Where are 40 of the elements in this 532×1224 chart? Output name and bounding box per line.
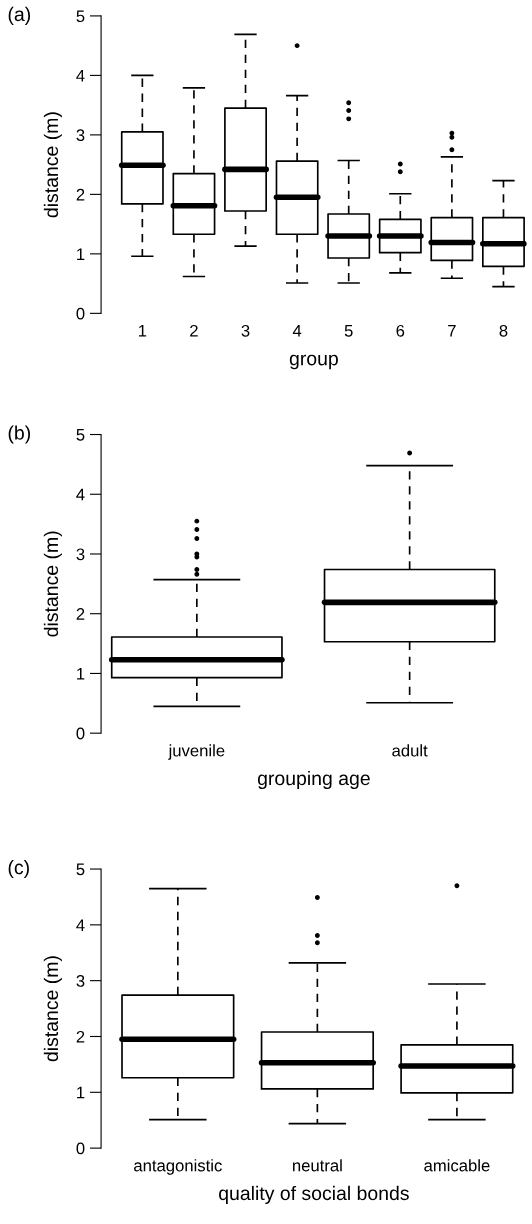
y-tick-label: 5 [76,863,85,876]
x-axis-title: group [289,354,338,370]
y-tick-label: 5 [76,10,85,23]
x-tick-label: 4 [292,325,302,337]
x-tick-label: 3 [241,324,250,337]
chart-title: (a) [8,6,31,25]
x-tick-label: 6 [396,324,405,337]
chart-title: (c) [8,859,29,879]
y-tick-label: 1 [77,1086,85,1099]
x-tick-label: amicable [424,1159,490,1172]
x-tick-label: 7 [448,325,456,337]
x-tick-label: juvenile [168,744,225,760]
y-axis-title: distance (m) [43,531,62,637]
y-tick-label: 3 [76,129,85,142]
y-tick-label: 3 [76,975,85,987]
x-tick-label: 2 [190,324,198,337]
x-axis-title: grouping age [257,770,370,790]
x-tick-label: 8 [499,324,508,337]
y-tick-label: 4 [76,69,85,82]
y-tick-label: 1 [77,668,85,680]
y-tick-label: 2 [76,608,85,620]
y-tick-label: 0 [76,727,85,740]
x-tick-label: 5 [344,325,353,337]
y-tick-label: 3 [76,548,85,561]
y-tick-label: 2 [76,188,85,201]
y-tick-label: 0 [76,1142,85,1155]
y-tick-label: 0 [76,307,85,320]
y-tick-label: 2 [76,1030,85,1043]
x-tick-label: 1 [138,325,147,337]
y-tick-label: 4 [76,919,85,931]
y-tick-label: 1 [77,248,85,260]
y-tick-label: 5 [76,429,85,441]
x-tick-label: neutral [293,1159,342,1172]
x-tick-label: adult [392,744,428,757]
x-axis-title: quality of social bonds [219,1185,409,1204]
y-axis-title: distance (m) [43,112,62,218]
y-tick-label: 4 [76,488,85,501]
x-tick-label: antagonistic [134,1159,222,1175]
chart-title: (b) [8,425,31,444]
y-axis-title: distance (m) [43,956,62,1062]
